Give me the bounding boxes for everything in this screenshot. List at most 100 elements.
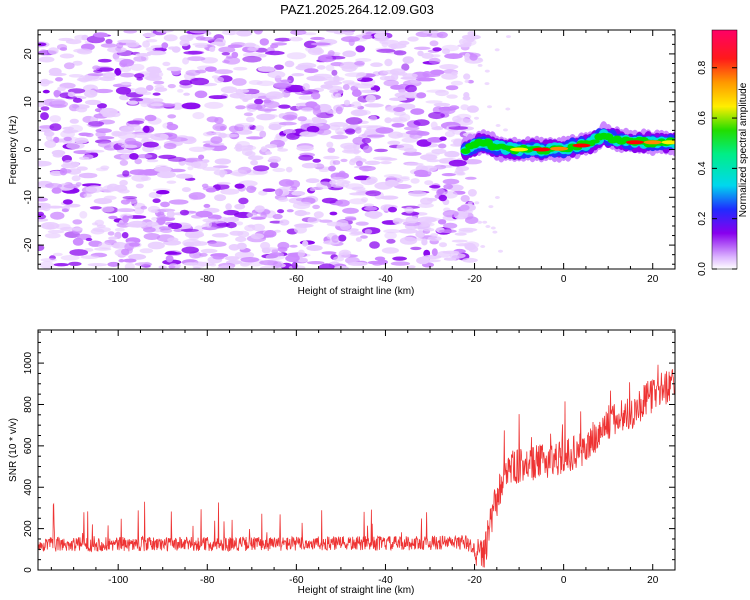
- spectrogram-noise-blob: [354, 83, 375, 89]
- spectrogram-noise-blob: [134, 73, 145, 79]
- spectrogram-noise-blob: [123, 258, 137, 263]
- spectrogram-noise-blob: [244, 42, 256, 48]
- x-tick-label: 20: [647, 274, 659, 285]
- spectrogram-noise-blob: [296, 145, 314, 152]
- spectrogram-noise-blob: [154, 87, 168, 92]
- spectrogram-noise-blob: [413, 119, 430, 126]
- spectrogram-noise-blob: [380, 161, 392, 165]
- spectrogram-noise-blob: [364, 128, 378, 136]
- spectrogram-noise-blob: [370, 62, 383, 67]
- spectrogram-noise-blob: [364, 210, 383, 218]
- spectrogram-noise-blob: [318, 168, 330, 173]
- spectrogram-noise-blob: [235, 236, 247, 242]
- spectrogram-noise-blob: [78, 75, 90, 83]
- spectrogram-noise-blob: [270, 43, 279, 49]
- spectrogram-noise-blob: [68, 261, 82, 266]
- spectrogram-noise-blob: [373, 32, 388, 39]
- spectrogram-noise-blob: [439, 242, 447, 248]
- spectrogram-noise-blob: [169, 137, 188, 142]
- spectrogram-noise-blob: [442, 48, 450, 55]
- spectrogram-noise-blob: [46, 205, 64, 209]
- spectrogram-noise-blob: [318, 263, 335, 269]
- spectrogram-noise-blob: [107, 261, 120, 267]
- spectrogram-noise-blob: [268, 123, 282, 131]
- spectrogram-noise-blob: [340, 62, 354, 69]
- spectrogram-noise-blob: [275, 188, 283, 196]
- spectrogram-noise-blob: [121, 232, 129, 239]
- spectrogram-noise-blob: [302, 240, 309, 247]
- spectrogram-noise-blob: [417, 203, 434, 208]
- spectrogram-noise-blob: [505, 107, 511, 111]
- spectrogram-noise-blob: [445, 85, 459, 91]
- spectrogram-noise-blob: [240, 257, 260, 263]
- spectrogram-noise-blob: [50, 104, 67, 108]
- spectrogram-noise-blob: [464, 52, 471, 61]
- spectrogram-noise-blob: [237, 230, 250, 238]
- x-tick-label: -20: [467, 575, 482, 586]
- spectrogram-noise-blob: [39, 49, 48, 56]
- spectrogram-noise-blob: [163, 34, 178, 42]
- spectrogram-noise-blob: [480, 245, 486, 248]
- spectrogram-noise-blob: [231, 78, 247, 86]
- spectrogram-noise-blob: [327, 147, 336, 153]
- spectrogram-noise-blob: [439, 106, 456, 115]
- spectrogram-noise-blob: [482, 220, 488, 224]
- spectrogram-noise-blob: [367, 260, 381, 265]
- spectrogram-noise-blob: [66, 142, 85, 150]
- spectrogram-noise-blob: [253, 165, 270, 172]
- spectrogram-noise-blob: [214, 69, 234, 75]
- spectrogram-noise-blob: [188, 146, 208, 152]
- spectrogram-noise-blob: [158, 103, 176, 107]
- spectrogram-noise-blob: [254, 98, 264, 105]
- spectrogram-noise-blob: [485, 225, 491, 228]
- spectrogram-noise-blob: [76, 106, 88, 113]
- spectrogram-noise-blob: [225, 55, 234, 59]
- spectrogram-noise-blob: [115, 86, 132, 95]
- spectrogram-noise-blob: [117, 207, 134, 213]
- spectrogram-noise-blob: [81, 34, 89, 41]
- spectrogram-noise-blob: [351, 89, 362, 97]
- spectrogram-noise-blob: [38, 80, 54, 84]
- spectrogram-y-label: Frequency (Hz): [8, 116, 19, 185]
- spectrogram-noise-blob: [45, 183, 63, 189]
- spectrogram-noise-blob: [168, 265, 176, 269]
- spectrogram-noise-blob: [218, 132, 228, 139]
- spectrogram-noise-blob: [310, 36, 325, 41]
- spectrogram-noise-blob: [390, 261, 410, 266]
- spectrogram-noise-blob: [477, 63, 483, 67]
- spectrogram-noise-blob: [69, 118, 79, 124]
- spectrogram-noise-blob: [74, 137, 89, 144]
- spectrogram-noise-blob: [213, 169, 228, 176]
- spectrogram-noise-blob: [306, 125, 320, 133]
- spectrogram-noise-blob: [120, 81, 132, 86]
- y-tick-label: 600: [23, 437, 34, 454]
- spectrogram-noise-blob: [410, 246, 422, 251]
- spectrogram-noise-blob: [214, 158, 231, 165]
- x-tick-label: -40: [378, 575, 393, 586]
- spectrogram-noise-blob: [181, 246, 199, 254]
- spectrogram-noise-blob: [323, 80, 343, 86]
- spectrogram-noise-blob: [72, 227, 83, 232]
- spectrogram-noise-blob: [38, 100, 46, 107]
- spectrogram-noise-blob: [162, 61, 171, 67]
- spectrogram-noise-blob: [422, 30, 439, 34]
- spectrogram-noise-blob: [404, 206, 414, 214]
- spectrogram-noise-blob: [49, 123, 62, 131]
- spectrogram-noise-blob: [464, 210, 474, 214]
- spectrogram-noise-blob: [301, 162, 318, 169]
- spectrogram-noise-blob: [142, 32, 156, 38]
- spectrogram-noise-blob: [344, 31, 354, 36]
- spectrogram-noise-blob: [396, 143, 414, 151]
- x-tick-label: -80: [200, 575, 215, 586]
- y-tick-label: 800: [23, 396, 34, 413]
- spectrogram-noise-blob: [392, 217, 403, 225]
- spectrogram-noise-blob: [94, 88, 114, 94]
- spectrogram-noise-blob: [382, 70, 399, 75]
- x-tick-label: -20: [467, 274, 482, 285]
- spectrogram-noise-blob: [173, 228, 184, 232]
- spectrogram-noise-blob: [209, 263, 217, 267]
- spectrogram-noise-blob: [413, 46, 431, 50]
- spectrogram-noise-blob: [350, 109, 368, 117]
- spectrogram-noise-blob: [393, 184, 412, 189]
- y-tick-label: 10: [23, 96, 34, 108]
